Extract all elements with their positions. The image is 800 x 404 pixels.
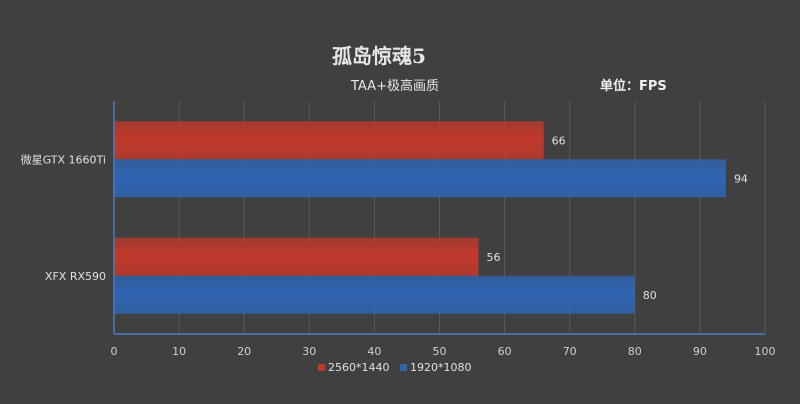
x-tick-label: 100 <box>755 345 776 358</box>
category-labels: 微星GTX 1660Ti XFX RX590 <box>21 152 106 283</box>
x-tick-label: 70 <box>563 345 577 358</box>
bar-2560x1440 <box>114 121 544 160</box>
x-tick-label: 40 <box>367 345 381 358</box>
data-labels: 66 94 56 80 <box>487 134 748 302</box>
x-tick-label: 50 <box>433 345 447 358</box>
x-tick-label: 30 <box>302 345 316 358</box>
data-label: 80 <box>643 289 657 302</box>
legend-label: 1920*1080 <box>410 361 472 374</box>
x-tick-label: 60 <box>498 345 512 358</box>
axes-group <box>113 101 765 335</box>
legend-swatch <box>400 364 407 371</box>
legend-label: 2560*1440 <box>328 361 390 374</box>
data-label: 66 <box>552 134 566 147</box>
category-label: XFX RX590 <box>45 270 106 283</box>
bar-1920x1080 <box>114 275 635 314</box>
bars-group <box>114 121 726 314</box>
x-tick-label: 80 <box>628 345 642 358</box>
bar-2560x1440 <box>114 237 479 276</box>
legend: 2560*1440 1920*1080 <box>318 361 472 374</box>
x-tick-label: 0 <box>111 345 118 358</box>
bar-1920x1080 <box>114 159 726 198</box>
x-tick-label: 10 <box>172 345 186 358</box>
chart-title: 孤岛惊魂5 <box>332 44 426 68</box>
x-tick-labels: 0 10 20 30 40 50 60 70 80 90 100 <box>111 345 776 358</box>
x-tick-label: 90 <box>693 345 707 358</box>
legend-swatch <box>318 364 325 371</box>
unit-label: 单位：FPS <box>600 78 667 94</box>
data-label: 56 <box>487 251 501 264</box>
category-label: 微星GTX 1660Ti <box>21 152 106 166</box>
chart-subtitle: TAA+极高画质 <box>350 78 439 94</box>
x-tick-label: 20 <box>237 345 251 358</box>
data-label: 94 <box>734 172 748 185</box>
